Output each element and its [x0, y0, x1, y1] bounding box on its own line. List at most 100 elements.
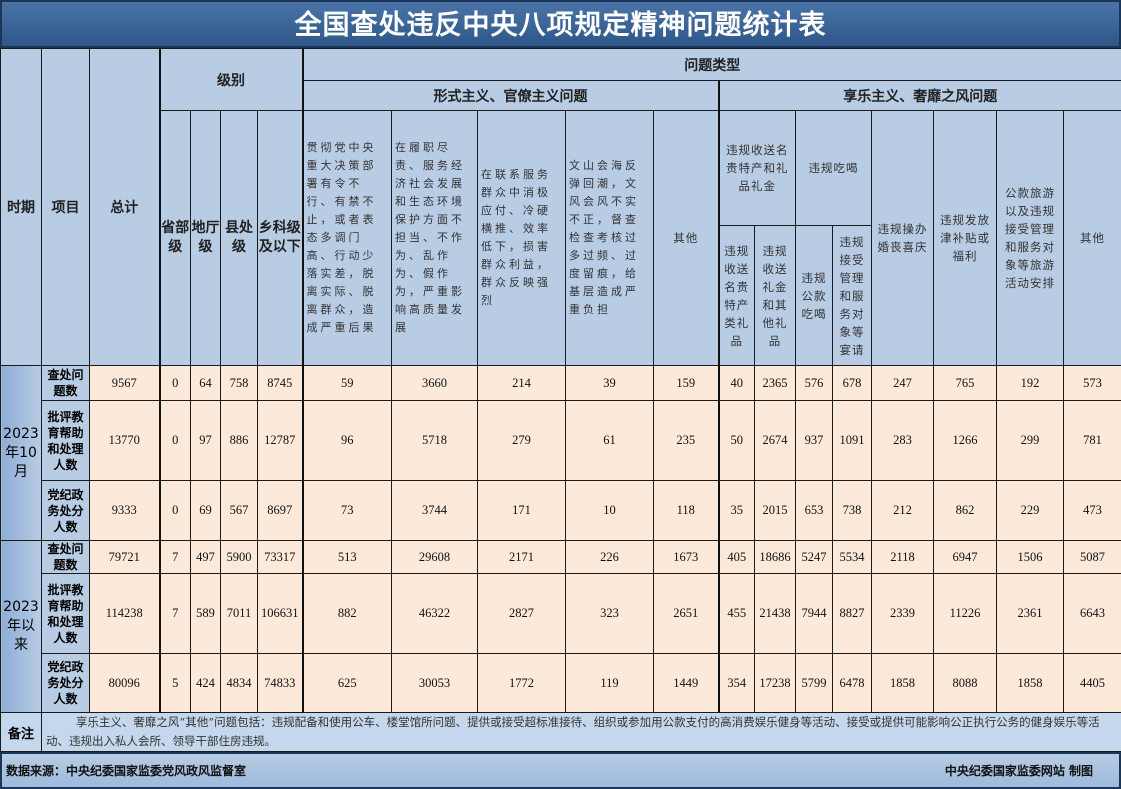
table-cell: 61: [566, 401, 654, 481]
table-cell: 3744: [392, 481, 478, 541]
table-cell: 299: [997, 401, 1064, 481]
table-cell: 9333: [90, 481, 160, 541]
table-cell: 6947: [934, 541, 997, 574]
page-title: 全国查处违反中央八项规定精神问题统计表: [0, 0, 1121, 48]
table-cell: 1772: [478, 654, 566, 713]
header-formalism-decisions: 贯彻党中央重大决策部署有令不行、有禁不止，或者表态多调门高、行动少落实差，脱离实…: [303, 111, 392, 366]
table-cell: 862: [934, 481, 997, 541]
header-formalism-duties: 在履职尽责、服务经济社会发展和生态环境保护方面不担当、不作为、乱作为、假作为，严…: [392, 111, 478, 366]
table-cell: 2339: [872, 574, 934, 654]
table-cell: 781: [1064, 401, 1121, 481]
table-cell: 7: [160, 574, 191, 654]
table-cell: 192: [997, 366, 1064, 401]
table-cell: 7011: [221, 574, 258, 654]
header-dining-banquets: 违规接受管理和服务对象等宴请: [833, 226, 872, 366]
table-cell: 9567: [90, 366, 160, 401]
header-dining-public-funds: 违规公款吃喝: [796, 226, 833, 366]
row-item-label: 查处问题数: [42, 541, 90, 574]
table-cell: 8088: [934, 654, 997, 713]
header-period: 时期: [1, 49, 42, 366]
table-cell: 119: [566, 654, 654, 713]
table-cell: 46322: [392, 574, 478, 654]
table-cell: 73: [303, 481, 392, 541]
table-cell: 11226: [934, 574, 997, 654]
table-cell: 5799: [796, 654, 833, 713]
table-cell: 0: [160, 481, 191, 541]
table-cell: 7944: [796, 574, 833, 654]
header-level-county: 县处级: [221, 111, 258, 366]
header-formalism-other: 其他: [654, 111, 719, 366]
header-level-group: 级别: [160, 49, 303, 111]
table-cell: 653: [796, 481, 833, 541]
header-item: 项目: [42, 49, 90, 366]
table-cell: 39: [566, 366, 654, 401]
table-cell: 1858: [872, 654, 934, 713]
table-cell: 5718: [392, 401, 478, 481]
table-cell: 513: [303, 541, 392, 574]
table-cell: 235: [654, 401, 719, 481]
table-cell: 2171: [478, 541, 566, 574]
table-cell: 118: [654, 481, 719, 541]
table-cell: 6643: [1064, 574, 1121, 654]
table-cell: 13770: [90, 401, 160, 481]
note-label: 备注: [1, 713, 42, 752]
table-cell: 8827: [833, 574, 872, 654]
header-formalism-masses: 在联系服务群众中消极应付、冷硬横推、效率低下，损害群众利益，群众反映强烈: [478, 111, 566, 366]
table-cell: 323: [566, 574, 654, 654]
header-gifts-money: 违规收送礼金和其他礼品: [755, 226, 796, 366]
table-cell: 0: [160, 401, 191, 481]
table-cell: 114238: [90, 574, 160, 654]
table-cell: 2365: [755, 366, 796, 401]
table-cell: 18686: [755, 541, 796, 574]
row-item-label: 党纪政务处分人数: [42, 654, 90, 713]
table-cell: 625: [303, 654, 392, 713]
table-cell: 0: [160, 366, 191, 401]
table-cell: 64: [191, 366, 221, 401]
table-cell: 2361: [997, 574, 1064, 654]
table-cell: 214: [478, 366, 566, 401]
header-allowances: 违规发放津补贴或福利: [934, 111, 997, 366]
table-cell: 8745: [258, 366, 303, 401]
header-total: 总计: [90, 49, 160, 366]
note-text: 享乐主义、奢靡之风“其他”问题包括：违规配备和使用公车、楼堂馆所问题、提供或接受…: [42, 713, 1121, 752]
table-cell: 4405: [1064, 654, 1121, 713]
header-hedonism-group: 享乐主义、奢靡之风问题: [719, 81, 1121, 111]
table-cell: 247: [872, 366, 934, 401]
header-gifts-group: 违规收送名贵特产和礼品礼金: [719, 111, 796, 226]
header-weddings-funerals: 违规操办婚丧喜庆: [872, 111, 934, 366]
table-cell: 29608: [392, 541, 478, 574]
table-cell: 74833: [258, 654, 303, 713]
table-cell: 69: [191, 481, 221, 541]
header-gifts-specialties: 违规收送名贵特产类礼品: [719, 226, 755, 366]
table-cell: 4834: [221, 654, 258, 713]
header-dining-group: 违规吃喝: [796, 111, 872, 226]
header-level-province: 省部级: [160, 111, 191, 366]
table-cell: 2015: [755, 481, 796, 541]
table-cell: 5: [160, 654, 191, 713]
table-cell: 59: [303, 366, 392, 401]
table-cell: 7: [160, 541, 191, 574]
table-cell: 159: [654, 366, 719, 401]
row-item-label: 党纪政务处分人数: [42, 481, 90, 541]
row-item-label: 批评教育帮助和处理人数: [42, 401, 90, 481]
table-cell: 937: [796, 401, 833, 481]
table-cell: 573: [1064, 366, 1121, 401]
table-cell: 79721: [90, 541, 160, 574]
table-cell: 96: [303, 401, 392, 481]
table-cell: 1449: [654, 654, 719, 713]
table-cell: 40: [719, 366, 755, 401]
table-cell: 5900: [221, 541, 258, 574]
table-cell: 5087: [1064, 541, 1121, 574]
table-cell: 1266: [934, 401, 997, 481]
table-cell: 567: [221, 481, 258, 541]
table-cell: 226: [566, 541, 654, 574]
credit: 中央纪委国家监委网站 制图: [945, 762, 1093, 779]
header-formalism-meetings: 文山会海反弹回潮，文风会风不实不正，督查检查考核过多过频、过度留痕，给基层造成严…: [566, 111, 654, 366]
table-cell: 678: [833, 366, 872, 401]
table-cell: 882: [303, 574, 392, 654]
